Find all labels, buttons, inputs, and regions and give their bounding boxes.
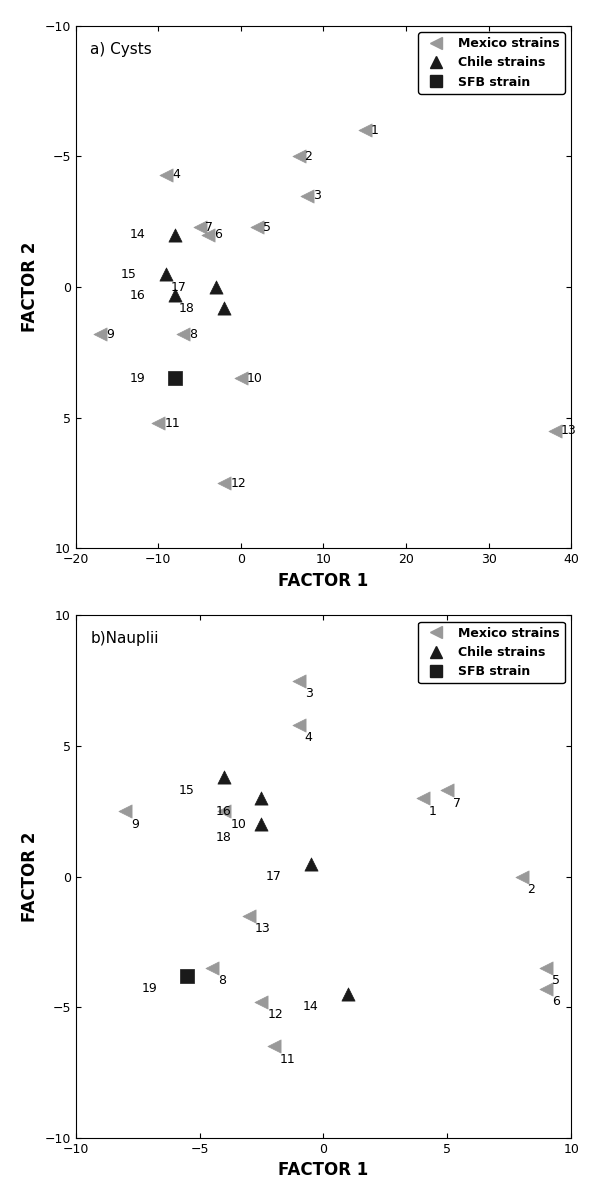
Text: 5: 5 [263, 221, 271, 234]
Point [302, 186, 312, 205]
Text: 4: 4 [305, 731, 313, 744]
Point [257, 815, 266, 834]
Legend: Mexico strains, Chile strains, SFB strain: Mexico strains, Chile strains, SFB strai… [418, 622, 565, 683]
Text: 3: 3 [305, 686, 313, 700]
Text: 5: 5 [553, 974, 560, 988]
Text: 4: 4 [172, 168, 181, 181]
Text: a) Cysts: a) Cysts [91, 42, 152, 56]
Point [517, 866, 526, 886]
Text: 17: 17 [265, 870, 281, 883]
Point [294, 146, 304, 166]
Text: 11: 11 [280, 1052, 296, 1066]
Text: 9: 9 [131, 817, 139, 830]
Text: 7: 7 [453, 797, 461, 810]
Text: 15: 15 [121, 268, 137, 281]
Text: 7: 7 [205, 221, 214, 234]
Point [306, 854, 316, 874]
Text: 15: 15 [179, 784, 194, 797]
Text: 16: 16 [129, 288, 145, 301]
Point [121, 802, 130, 821]
Point [161, 166, 171, 185]
Point [220, 299, 229, 318]
Text: 11: 11 [164, 416, 180, 430]
Text: 14: 14 [303, 1001, 319, 1013]
Y-axis label: FACTOR 2: FACTOR 2 [21, 242, 39, 332]
X-axis label: FACTOR 1: FACTOR 1 [278, 1162, 368, 1180]
Point [161, 264, 171, 283]
Text: 10: 10 [247, 372, 263, 385]
Point [182, 966, 192, 985]
Point [542, 979, 551, 998]
Text: 16: 16 [216, 804, 232, 817]
Point [244, 906, 254, 925]
Y-axis label: FACTOR 2: FACTOR 2 [21, 832, 39, 922]
Point [294, 671, 304, 690]
Text: 2: 2 [305, 150, 313, 163]
Point [360, 121, 370, 140]
Text: 19: 19 [142, 982, 157, 995]
Point [343, 984, 353, 1003]
Text: 2: 2 [527, 883, 535, 896]
Point [253, 217, 262, 236]
Text: 9: 9 [106, 328, 114, 341]
Point [220, 802, 229, 821]
Text: 3: 3 [313, 190, 321, 203]
Point [195, 217, 205, 236]
Text: 6: 6 [553, 995, 560, 1008]
Text: 8: 8 [218, 974, 226, 988]
Text: 17: 17 [170, 281, 187, 294]
Point [443, 781, 452, 800]
Text: 14: 14 [129, 228, 145, 241]
Point [269, 1037, 278, 1056]
Point [170, 286, 179, 305]
Text: 8: 8 [189, 328, 197, 341]
Point [95, 324, 105, 343]
Point [550, 421, 560, 440]
Point [418, 788, 427, 808]
Point [220, 473, 229, 492]
Text: 13: 13 [255, 922, 271, 935]
Point [207, 959, 217, 978]
Text: b)Nauplii: b)Nauplii [91, 631, 159, 646]
Point [236, 368, 245, 388]
Text: 1: 1 [371, 124, 379, 137]
Text: 1: 1 [428, 804, 436, 817]
Text: 10: 10 [230, 817, 246, 830]
Text: 19: 19 [129, 372, 145, 385]
Point [257, 992, 266, 1012]
Text: 13: 13 [560, 425, 577, 437]
Point [203, 226, 212, 245]
Point [154, 413, 163, 432]
Point [178, 324, 188, 343]
Point [220, 768, 229, 787]
Text: 6: 6 [214, 228, 221, 241]
Point [542, 959, 551, 978]
Point [294, 715, 304, 734]
Text: 12: 12 [268, 1008, 283, 1021]
Point [257, 788, 266, 808]
Text: 18: 18 [216, 830, 232, 844]
Point [170, 226, 179, 245]
Text: 18: 18 [179, 301, 194, 314]
Point [170, 368, 179, 388]
Point [211, 277, 221, 296]
Legend: Mexico strains, Chile strains, SFB strain: Mexico strains, Chile strains, SFB strai… [418, 32, 565, 94]
X-axis label: FACTOR 1: FACTOR 1 [278, 571, 368, 589]
Text: 12: 12 [230, 476, 246, 490]
